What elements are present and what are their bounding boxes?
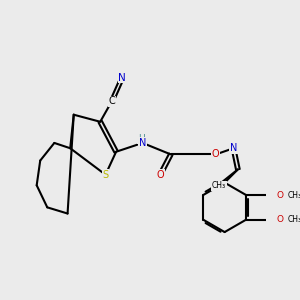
Text: CH₃: CH₃: [288, 190, 300, 200]
Text: O: O: [277, 215, 284, 224]
Text: O: O: [156, 170, 164, 180]
Text: O: O: [212, 149, 220, 159]
Text: N: N: [118, 73, 126, 82]
Text: H: H: [138, 134, 145, 143]
Text: S: S: [102, 170, 109, 180]
Text: CH₃: CH₃: [288, 215, 300, 224]
Text: N: N: [139, 138, 146, 148]
Text: C: C: [108, 97, 115, 106]
Text: O: O: [277, 190, 284, 200]
Text: N: N: [230, 143, 237, 153]
Text: CH₃: CH₃: [212, 181, 226, 190]
